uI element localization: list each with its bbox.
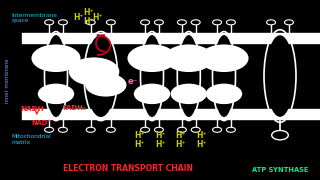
Circle shape bbox=[177, 127, 186, 132]
Circle shape bbox=[164, 44, 213, 72]
Ellipse shape bbox=[266, 35, 294, 117]
Circle shape bbox=[267, 20, 276, 25]
Circle shape bbox=[69, 57, 119, 86]
Text: H⁺: H⁺ bbox=[196, 140, 207, 149]
Circle shape bbox=[206, 84, 242, 104]
Circle shape bbox=[31, 44, 81, 72]
Circle shape bbox=[284, 20, 293, 25]
Text: ELECTRON TRANSPORT CHAIN: ELECTRON TRANSPORT CHAIN bbox=[63, 164, 193, 173]
Circle shape bbox=[272, 130, 288, 140]
Circle shape bbox=[44, 20, 53, 25]
Circle shape bbox=[106, 20, 116, 25]
Text: H⁺: H⁺ bbox=[92, 13, 103, 22]
Circle shape bbox=[86, 127, 95, 132]
Ellipse shape bbox=[213, 35, 235, 117]
Circle shape bbox=[106, 127, 116, 132]
Circle shape bbox=[155, 20, 164, 25]
Text: H⁺: H⁺ bbox=[196, 131, 207, 140]
Text: H⁺: H⁺ bbox=[134, 131, 144, 140]
Text: H⁺: H⁺ bbox=[155, 131, 165, 140]
Circle shape bbox=[127, 44, 177, 72]
Circle shape bbox=[171, 84, 207, 104]
Circle shape bbox=[85, 73, 126, 97]
Circle shape bbox=[177, 20, 186, 25]
Circle shape bbox=[86, 20, 95, 25]
Text: NADH: NADH bbox=[21, 106, 44, 112]
Circle shape bbox=[155, 127, 164, 132]
Circle shape bbox=[44, 127, 53, 132]
Circle shape bbox=[140, 20, 149, 25]
Text: Mitochondrial
matrix: Mitochondrial matrix bbox=[11, 134, 51, 145]
Text: NAD⁺: NAD⁺ bbox=[31, 120, 51, 126]
Ellipse shape bbox=[45, 35, 67, 117]
Ellipse shape bbox=[141, 35, 163, 117]
Text: H⁺: H⁺ bbox=[83, 17, 93, 26]
Circle shape bbox=[212, 20, 221, 25]
Circle shape bbox=[191, 20, 200, 25]
Text: H⁺: H⁺ bbox=[134, 140, 144, 149]
Ellipse shape bbox=[178, 35, 199, 117]
Text: H⁺: H⁺ bbox=[155, 140, 165, 149]
Text: Intermembrane
space: Intermembrane space bbox=[11, 13, 57, 23]
Circle shape bbox=[227, 127, 236, 132]
Circle shape bbox=[212, 127, 221, 132]
Circle shape bbox=[59, 127, 68, 132]
Circle shape bbox=[199, 44, 249, 72]
Text: H⁺: H⁺ bbox=[83, 8, 93, 17]
Circle shape bbox=[59, 20, 68, 25]
Circle shape bbox=[227, 20, 236, 25]
Text: ATP SYNTHASE: ATP SYNTHASE bbox=[252, 167, 308, 173]
Text: H⁺: H⁺ bbox=[176, 140, 186, 149]
Circle shape bbox=[38, 84, 74, 104]
Circle shape bbox=[191, 127, 200, 132]
Text: H⁺: H⁺ bbox=[73, 13, 84, 22]
Text: FADH₂: FADH₂ bbox=[62, 105, 86, 111]
Circle shape bbox=[140, 127, 149, 132]
Text: e⁻: e⁻ bbox=[128, 76, 138, 86]
Text: H⁺: H⁺ bbox=[176, 131, 186, 140]
Text: inner membrane: inner membrane bbox=[4, 59, 10, 103]
Circle shape bbox=[134, 84, 170, 104]
Ellipse shape bbox=[85, 35, 116, 117]
